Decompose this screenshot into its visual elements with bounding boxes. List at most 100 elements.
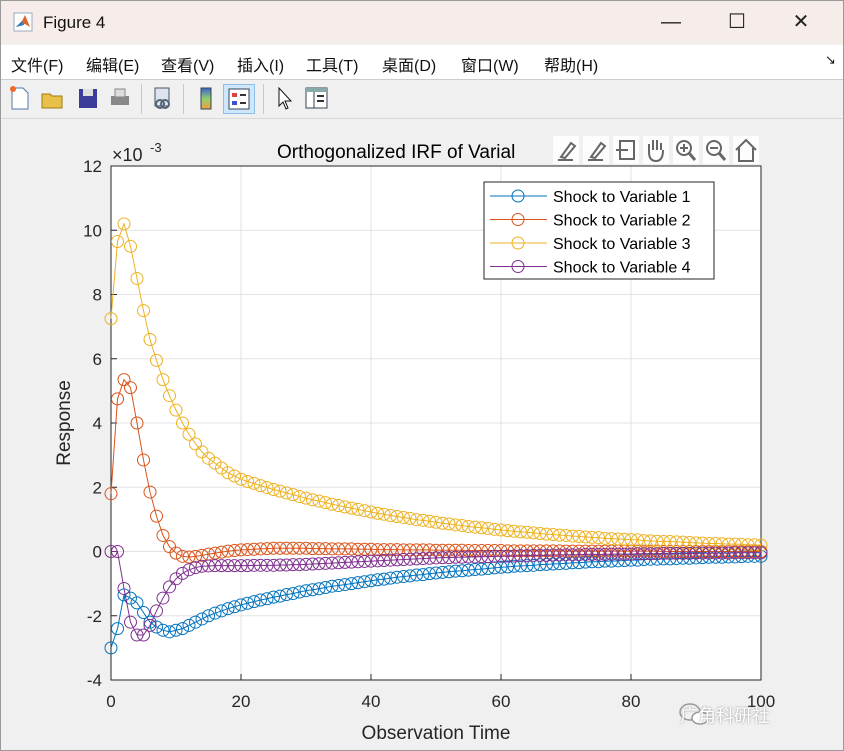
pointer-icon[interactable]: [271, 84, 297, 112]
data-point: [345, 555, 358, 569]
data-point: [501, 549, 514, 563]
data-point: [533, 548, 547, 562]
menu-insert[interactable]: 插入(I): [237, 58, 285, 75]
data-point: [598, 554, 612, 568]
data-point: [215, 604, 228, 618]
data-point: [416, 543, 430, 557]
data-point: [449, 564, 462, 578]
menu-file[interactable]: 文件(F): [11, 58, 64, 75]
new-figure-icon[interactable]: [7, 84, 33, 112]
property-inspector-icon[interactable]: [303, 84, 329, 112]
data-point: [345, 501, 358, 515]
data-point: [702, 536, 716, 550]
window-title: Figure 4: [43, 13, 106, 32]
data-point: [546, 544, 560, 558]
data-point: [553, 528, 566, 542]
data-point: [202, 451, 215, 465]
data-point: [449, 543, 462, 557]
data-point: [429, 543, 443, 557]
maximize-button[interactable]: ☐: [728, 11, 746, 33]
data-point: [150, 509, 163, 523]
data-point: [715, 537, 729, 551]
data-point: [442, 543, 456, 557]
data-point: [332, 499, 345, 513]
data-point: [182, 618, 196, 632]
data-point: [754, 546, 768, 560]
legend-icon[interactable]: [223, 84, 255, 114]
link-icon[interactable]: [149, 84, 175, 112]
data-point: [358, 504, 371, 518]
data-point: [104, 312, 118, 326]
open-icon[interactable]: [39, 84, 65, 112]
x-axis-label: Observation Time: [362, 723, 511, 744]
data-point: [722, 550, 735, 564]
menu-tools[interactable]: 工具(T): [306, 58, 359, 75]
data-point: [663, 552, 677, 566]
data-point: [650, 544, 664, 558]
data-point: [397, 510, 410, 524]
data-point: [494, 560, 508, 574]
data-point: [429, 551, 443, 565]
data-point: [299, 541, 313, 555]
menu-view[interactable]: 查看(V): [161, 58, 215, 75]
data-point: [371, 506, 384, 520]
x-tick-label: 80: [622, 692, 641, 711]
data-point: [163, 625, 176, 639]
data-tips-icon[interactable]: [583, 136, 609, 164]
data-point: [130, 416, 144, 430]
data-point: [436, 551, 449, 565]
data-point: [507, 549, 521, 563]
data-point: [390, 543, 404, 557]
data-point: [572, 548, 586, 562]
data-point: [540, 527, 553, 541]
data-point: [260, 481, 274, 495]
minimize-button[interactable]: —: [661, 11, 681, 33]
data-point: [637, 544, 651, 558]
data-point: [650, 534, 664, 548]
close-button[interactable]: ✕: [792, 11, 810, 33]
data-point: [306, 542, 319, 556]
zoom-out-icon[interactable]: [703, 136, 729, 164]
menu-help[interactable]: 帮助(H): [544, 58, 599, 75]
data-point: [221, 602, 235, 616]
data-point: [117, 217, 131, 231]
pan-icon[interactable]: [643, 136, 669, 164]
data-point: [585, 555, 599, 569]
y-tick-label: -4: [87, 671, 102, 690]
save-icon[interactable]: [75, 84, 101, 112]
menu-edit[interactable]: 编辑(E): [86, 58, 140, 75]
wechat-icon: [679, 703, 709, 725]
data-point: [345, 577, 358, 591]
data-point: [605, 554, 618, 568]
menu-desktop[interactable]: 桌面(D): [382, 58, 437, 75]
data-point: [735, 537, 748, 551]
colorbar-icon[interactable]: [193, 84, 219, 112]
data-point: [228, 544, 241, 558]
data-point: [143, 618, 157, 632]
data-point: [325, 579, 339, 593]
restore-view-icon[interactable]: [613, 136, 639, 164]
data-point: [637, 534, 651, 548]
series-1: [104, 549, 768, 655]
data-point: [618, 547, 631, 561]
y-tick-label: -2: [87, 607, 102, 626]
menu-window[interactable]: 窗口(W): [461, 58, 519, 75]
data-point: [299, 557, 313, 571]
data-point: [559, 544, 573, 558]
y-axis-label: Response: [54, 380, 75, 466]
handle: [687, 152, 697, 161]
brush-icon[interactable]: [553, 136, 579, 164]
data-point: [208, 456, 222, 470]
dock-arrow-icon[interactable]: ↘: [825, 52, 836, 67]
data-point: [332, 556, 345, 570]
glyph: [558, 141, 577, 161]
home-icon[interactable]: [733, 136, 759, 164]
zoom-in-icon[interactable]: [673, 136, 699, 164]
data-point: [111, 234, 124, 248]
data-point: [423, 567, 436, 581]
print-icon[interactable]: [107, 84, 133, 112]
data-point: [273, 541, 287, 555]
data-point: [143, 615, 157, 629]
data-point: [527, 558, 540, 572]
